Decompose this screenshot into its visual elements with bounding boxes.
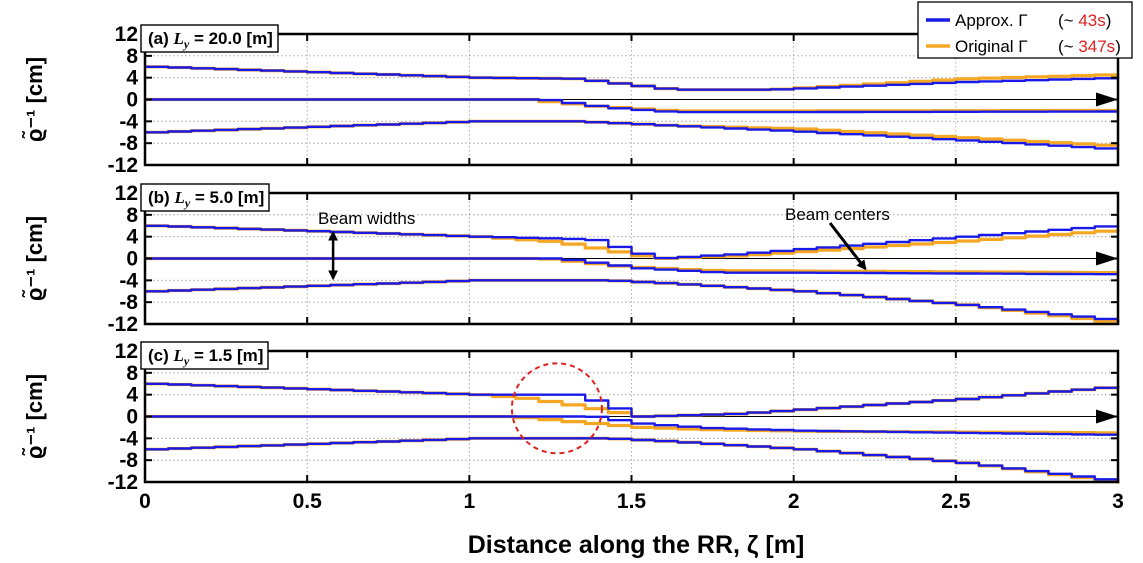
series-line-approx-upper	[145, 224, 1120, 260]
y-axis-label: ϱ̃⁻¹ [cm]	[22, 57, 47, 142]
x-axis-label: Distance along the RR, ζ [m]	[468, 531, 805, 559]
y-tick-label: 4	[126, 67, 138, 90]
beam-centers-label: Beam centers	[785, 205, 890, 224]
series-line-approx-lower	[145, 279, 1120, 322]
legend-box	[917, 1, 1133, 59]
legend: Approx. Γ (~ 43s) Original Γ (~ 347s)	[917, 1, 1133, 59]
legend-label-1: Original Γ	[955, 37, 1028, 56]
panel-title: (c) Ly = 1.5 [m]	[148, 346, 263, 368]
y-tick-label: 8	[126, 45, 138, 68]
series-line-approx-upper	[145, 65, 1120, 91]
panel-title: (a) Ly = 20.0 [m]	[148, 29, 273, 51]
series-line-approx-center	[145, 98, 1118, 114]
legend-label-0: Approx. Γ	[955, 11, 1028, 30]
y-tick-label: 4	[126, 384, 138, 407]
y-tick-label: -8	[119, 291, 138, 314]
y-tick-label: -4	[119, 427, 138, 450]
y-tick-label: 12	[115, 340, 138, 363]
y-tick-label: -4	[119, 110, 138, 133]
y-tick-label: 4	[126, 226, 138, 249]
x-tick-label: 1.5	[617, 490, 647, 513]
panel-title-box	[140, 341, 269, 370]
y-tick-label: 0	[126, 248, 138, 271]
x-tick-label: 0.5	[293, 490, 323, 513]
beam-centers-arrow	[828, 222, 867, 271]
series-line-approx-lower	[145, 437, 1120, 482]
series-line-approx-center	[145, 415, 1120, 436]
y-tick-label: 8	[126, 204, 138, 227]
data-layer	[145, 65, 1120, 484]
y-tick-label: 12	[115, 182, 138, 205]
panel-title: (b) Ly = 5.0 [m]	[148, 188, 264, 210]
series-line-approx-upper	[145, 382, 1120, 418]
y-tick-label: -8	[119, 449, 138, 472]
y-axis-label: ϱ̃⁻¹ [cm]	[22, 216, 47, 301]
highlight-circle	[510, 362, 603, 455]
x-tick-label: 0	[139, 490, 151, 513]
y-tick-label: 0	[126, 89, 138, 112]
frame-layer	[143, 32, 1120, 484]
legend-time-0: (~ 43s)	[1058, 11, 1111, 30]
x-tick-label: 2.5	[941, 490, 971, 513]
series-line-approx-center	[145, 257, 1120, 276]
y-tick-label: -12	[108, 313, 138, 336]
y-tick-label: -8	[119, 132, 138, 155]
legend-time-1: (~ 347s)	[1058, 37, 1121, 56]
series-line-approx-lower	[145, 120, 1120, 150]
y-axis-label: ϱ̃⁻¹ [cm]	[22, 374, 47, 459]
beam-widths-label: Beam widths	[318, 209, 415, 228]
y-tick-label: -4	[119, 269, 138, 292]
x-tick-label: 3	[1112, 490, 1124, 513]
y-tick-label: -12	[108, 154, 138, 177]
panel-title-box	[140, 183, 270, 212]
x-tick-label: 2	[788, 490, 800, 513]
x-tick-label: 1	[463, 490, 475, 513]
y-tick-label: 8	[126, 362, 138, 385]
y-tick-label: 0	[126, 406, 138, 429]
panel-title-box	[140, 24, 279, 53]
y-tick-label: -12	[108, 471, 138, 494]
y-tick-label: 12	[115, 23, 138, 46]
